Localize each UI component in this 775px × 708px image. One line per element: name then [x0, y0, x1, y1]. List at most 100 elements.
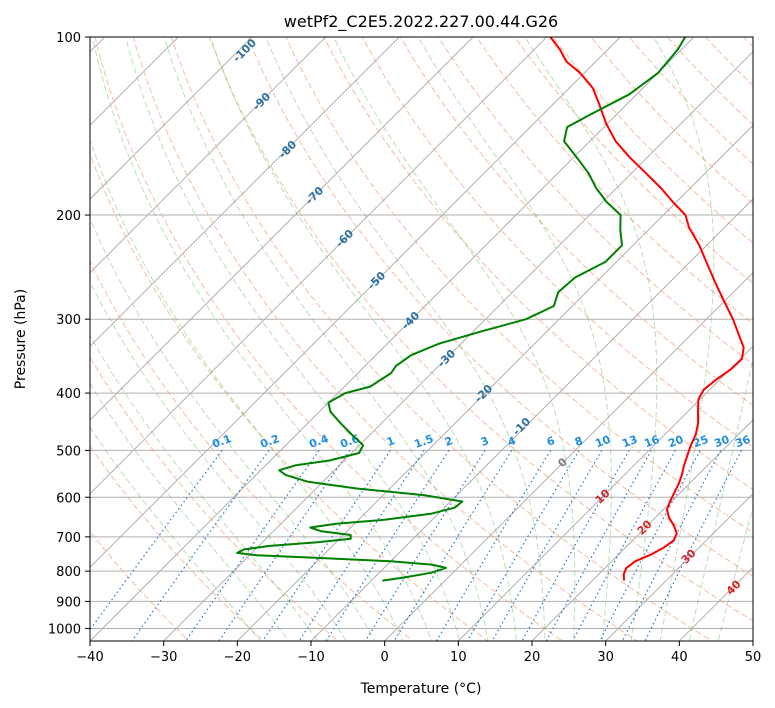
y-tick-label: 1000 — [48, 622, 81, 637]
y-axis-label: Pressure (hPa) — [13, 289, 29, 389]
dry-adiabat-line — [94, 37, 564, 641]
dry-adiabat-lines — [90, 37, 753, 641]
isotherm-line — [90, 37, 548, 495]
dry-adiabat-line — [590, 37, 753, 205]
moist-adiabat-line — [653, 37, 715, 641]
mixing-ratio-label: 36 — [733, 433, 752, 451]
x-tick-label: −30 — [150, 650, 177, 665]
isotherm-line — [383, 271, 753, 641]
y-tick-label: 600 — [56, 491, 81, 506]
x-tick-label: 0 — [381, 650, 389, 665]
isotherm-line — [90, 37, 695, 641]
x-tick-label: −40 — [76, 650, 103, 665]
dry-adiabat-line — [208, 37, 753, 622]
plot-frame — [89, 36, 754, 642]
mixing-ratio-line — [393, 450, 513, 641]
mixing-ratio-label: 1.5 — [412, 432, 435, 451]
x-tick-label: 10 — [450, 650, 467, 665]
moist-adiabat-line — [688, 355, 753, 641]
dry-adiabat-line — [552, 37, 753, 244]
dry-adiabat-line — [285, 37, 753, 534]
dry-adiabat-line — [323, 37, 753, 491]
mixing-ratio-label: 8 — [573, 434, 585, 449]
mixing-ratio-label: 16 — [642, 433, 661, 451]
mixing-ratio-label: 25 — [691, 433, 710, 450]
dry-adiabat-line — [90, 260, 414, 641]
mixing-ratio-line — [298, 450, 425, 641]
mixing-ratio-line — [644, 450, 743, 641]
mixing-ratio-lines — [90, 450, 743, 641]
y-tick-label: 400 — [56, 387, 81, 402]
mixing-ratio-line — [262, 450, 391, 641]
moist-adiabat-line — [90, 138, 404, 641]
dry-adiabat-line — [399, 37, 753, 407]
dry-adiabat-line — [170, 37, 713, 641]
moist-adiabat-line — [717, 505, 753, 641]
mixing-ratio-label: 1 — [385, 434, 397, 449]
pressure-gridlines — [90, 37, 753, 629]
y-tick-label: 300 — [56, 313, 81, 328]
y-tick-label: 500 — [56, 444, 81, 459]
isotherm-line — [90, 37, 401, 348]
mixing-ratio-label: 4 — [506, 434, 518, 449]
moist-adiabat-line — [209, 37, 518, 641]
mixing-ratio-line — [621, 450, 722, 641]
moist-adiabat-line — [265, 37, 546, 641]
x-tick-label: −20 — [224, 650, 251, 665]
dry-adiabat-line — [437, 37, 753, 365]
dry-adiabat-line — [132, 37, 638, 641]
dry-adiabat-line — [90, 152, 489, 641]
isotherm-line — [90, 37, 622, 569]
isotherm-line — [90, 37, 253, 200]
isotherm-line — [90, 37, 180, 127]
dry-adiabat-line — [247, 37, 753, 577]
moist-adiabat-line — [91, 37, 432, 641]
x-tick-label: 20 — [524, 650, 541, 665]
mixing-ratio-line — [466, 450, 580, 641]
mixing-ratio-line — [184, 450, 320, 641]
mixing-ratio-line — [131, 450, 270, 641]
isotherm-line — [604, 492, 753, 641]
mixing-ratio-line — [90, 450, 223, 631]
mixing-ratio-label: 0.1 — [210, 432, 233, 451]
isotherm-line — [162, 50, 753, 641]
dry-adiabat-line — [90, 356, 340, 641]
x-tick-label: 50 — [745, 650, 762, 665]
profile-line — [236, 37, 687, 582]
dry-adiabat-line — [90, 445, 265, 641]
mixing-ratio-label: 0.4 — [307, 432, 330, 451]
moist-adiabat-line — [90, 426, 261, 641]
moist-adiabat-line — [90, 334, 319, 641]
x-tick-label: −10 — [297, 650, 324, 665]
mixing-ratio-label: 0.6 — [338, 432, 361, 451]
x-axis-ticks: −40 −30 −20 −10 0 10 20 30 40 50 — [76, 641, 761, 665]
y-axis-ticks: 100 200 300 400 500 600 700 800 900 1000 — [48, 31, 90, 637]
moist-adiabat-line — [524, 37, 658, 641]
x-axis-label: Temperature (°C) — [360, 681, 482, 697]
mixing-ratio-label: 2 — [443, 434, 455, 449]
x-tick-label: 30 — [597, 650, 614, 665]
y-tick-label: 900 — [56, 595, 81, 610]
mixing-ratio-label: 6 — [545, 434, 557, 449]
profile-line — [549, 37, 745, 581]
moist-adiabat-line — [333, 37, 576, 641]
chart-title: wetPf2_C2E5.2022.227.00.44.G26 — [284, 12, 558, 32]
moist-adiabat-line — [90, 217, 376, 641]
isotherm-line — [310, 198, 753, 641]
isotherm-line — [90, 37, 474, 421]
mixing-ratio-label: 3 — [479, 434, 491, 449]
x-tick-label: 40 — [671, 650, 688, 665]
mixing-ratio-label: 20 — [666, 433, 685, 451]
mixing-ratio-label: 10 — [593, 433, 612, 451]
y-tick-label: 700 — [56, 531, 81, 546]
isotherm-line — [90, 37, 327, 274]
isotherm-line — [457, 345, 753, 641]
y-tick-label: 100 — [56, 31, 81, 46]
mixing-ratio-label: 0.2 — [258, 432, 281, 451]
y-tick-label: 800 — [56, 565, 81, 580]
mixing-ratio-label: 13 — [620, 433, 639, 450]
moist-adiabat-line — [90, 280, 347, 641]
moist-adiabat-line — [163, 37, 489, 641]
